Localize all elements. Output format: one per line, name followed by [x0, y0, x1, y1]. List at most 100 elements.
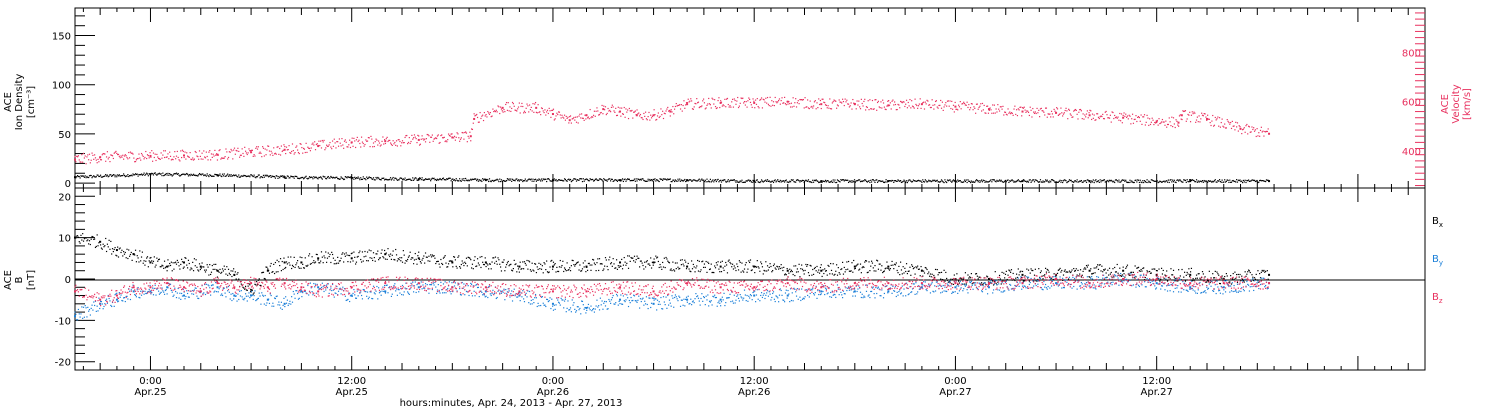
bx-sample: [1078, 275, 1080, 277]
velocity-sample: [476, 113, 478, 116]
ion-density-sample: [105, 175, 108, 177]
bx-sample: [764, 270, 766, 272]
velocity-sample: [1263, 135, 1265, 137]
bx-sample: [613, 263, 615, 265]
bx-sample: [384, 258, 387, 260]
ion-density-sample: [898, 180, 900, 182]
ion-density-sample: [1096, 181, 1098, 183]
ion-density-sample: [792, 179, 794, 181]
velocity-sample: [991, 112, 993, 114]
ion-density-sample: [776, 180, 778, 182]
ion-density-sample: [1067, 181, 1069, 183]
bx-sample: [1190, 267, 1193, 269]
bx-sample: [609, 256, 611, 258]
ion-density-sample: [99, 175, 101, 178]
velocity-sample: [438, 142, 440, 144]
by-sample: [91, 304, 93, 306]
ion-density-sample: [685, 180, 688, 182]
ion-density-sample: [130, 174, 132, 176]
velocity-sample: [1194, 112, 1196, 114]
velocity-sample: [1177, 124, 1179, 126]
ion-density-sample: [725, 181, 727, 183]
ion-density-sample: [499, 180, 502, 183]
bx-sample: [951, 283, 953, 285]
ion-density-sample: [525, 180, 527, 182]
ion-density-sample: [352, 177, 354, 179]
velocity-sample: [966, 101, 968, 103]
bx-sample: [1165, 275, 1167, 277]
velocity-sample: [1143, 114, 1146, 116]
ion-density-sample: [598, 178, 601, 180]
ion-density-sample: [1075, 181, 1077, 183]
ion-density-sample: [395, 177, 397, 179]
ion-density-sample: [555, 178, 557, 181]
velocity-sample: [1189, 121, 1192, 123]
ion-density-sample: [668, 178, 670, 181]
bx-sample: [824, 270, 827, 272]
bx-sample: [789, 268, 791, 270]
x-tick-date-label: Apr.26: [738, 387, 770, 398]
velocity-sample: [660, 108, 662, 110]
ion-density-sample: [417, 179, 419, 182]
velocity-sample: [335, 147, 337, 149]
ion-density-sample: [772, 180, 774, 182]
ion-density-sample: [462, 179, 464, 181]
bx-sample: [742, 270, 744, 272]
bx-sample: [737, 265, 739, 268]
bx-point: [1268, 273, 1271, 276]
ion-density-sample: [992, 179, 994, 181]
velocity-sample: [276, 146, 278, 148]
velocity-sample: [1059, 113, 1061, 115]
bx-sample: [204, 269, 206, 271]
ion-density-sample: [919, 180, 921, 182]
bx-sample: [225, 273, 227, 275]
velocity-sample: [190, 158, 192, 160]
ion-density-sample: [718, 181, 720, 183]
ion-density-sample: [1068, 180, 1070, 182]
ion-density-sample: [361, 178, 364, 180]
ion-density-sample: [1189, 179, 1192, 181]
velocity-sample: [768, 104, 770, 107]
bx-sample: [780, 264, 782, 266]
bx-sample: [285, 266, 287, 269]
ion-density-sample: [488, 180, 490, 183]
ion-density-sample: [829, 181, 831, 183]
bx-sample: [1003, 272, 1005, 274]
ion-density-sample: [443, 178, 445, 181]
ion-density-sample: [639, 178, 642, 180]
ion-density-sample: [979, 181, 981, 183]
velocity-sample: [1168, 117, 1170, 119]
bx-point: [719, 265, 722, 268]
by-sample: [75, 313, 77, 315]
ion-density-sample: [627, 178, 629, 180]
bx-sample: [1220, 277, 1222, 279]
ion-density-sample: [1152, 179, 1154, 182]
top-ylabel-line1: ACE: [3, 92, 14, 112]
velocity-sample: [517, 106, 520, 108]
bx-sample: [879, 263, 881, 265]
bx-sample: [1030, 268, 1032, 270]
velocity-sample: [737, 96, 739, 99]
bx-sample: [1021, 270, 1024, 273]
ion-density-sample: [1178, 179, 1181, 181]
ion-density-sample: [569, 178, 572, 181]
velocity-sample: [1062, 113, 1065, 115]
velocity-sample: [1159, 122, 1161, 125]
ion-density-sample: [449, 177, 451, 179]
bx-sample: [1143, 279, 1146, 281]
bx-sample: [1069, 271, 1071, 274]
ion-density-sample: [376, 178, 378, 180]
velocity-sample: [549, 110, 551, 112]
by-sample: [92, 309, 94, 311]
ion-density-sample: [1264, 180, 1266, 182]
velocity-sample: [871, 99, 874, 102]
ion-density-sample: [612, 180, 614, 183]
bx-sample: [413, 259, 416, 261]
bx-sample: [865, 260, 867, 262]
ion-density-sample: [160, 173, 162, 175]
bx-sample: [940, 271, 943, 273]
ion-density-sample: [517, 179, 520, 181]
ion-density-sample: [981, 179, 983, 181]
velocity-sample: [1022, 107, 1025, 109]
velocity-sample: [1105, 110, 1107, 113]
